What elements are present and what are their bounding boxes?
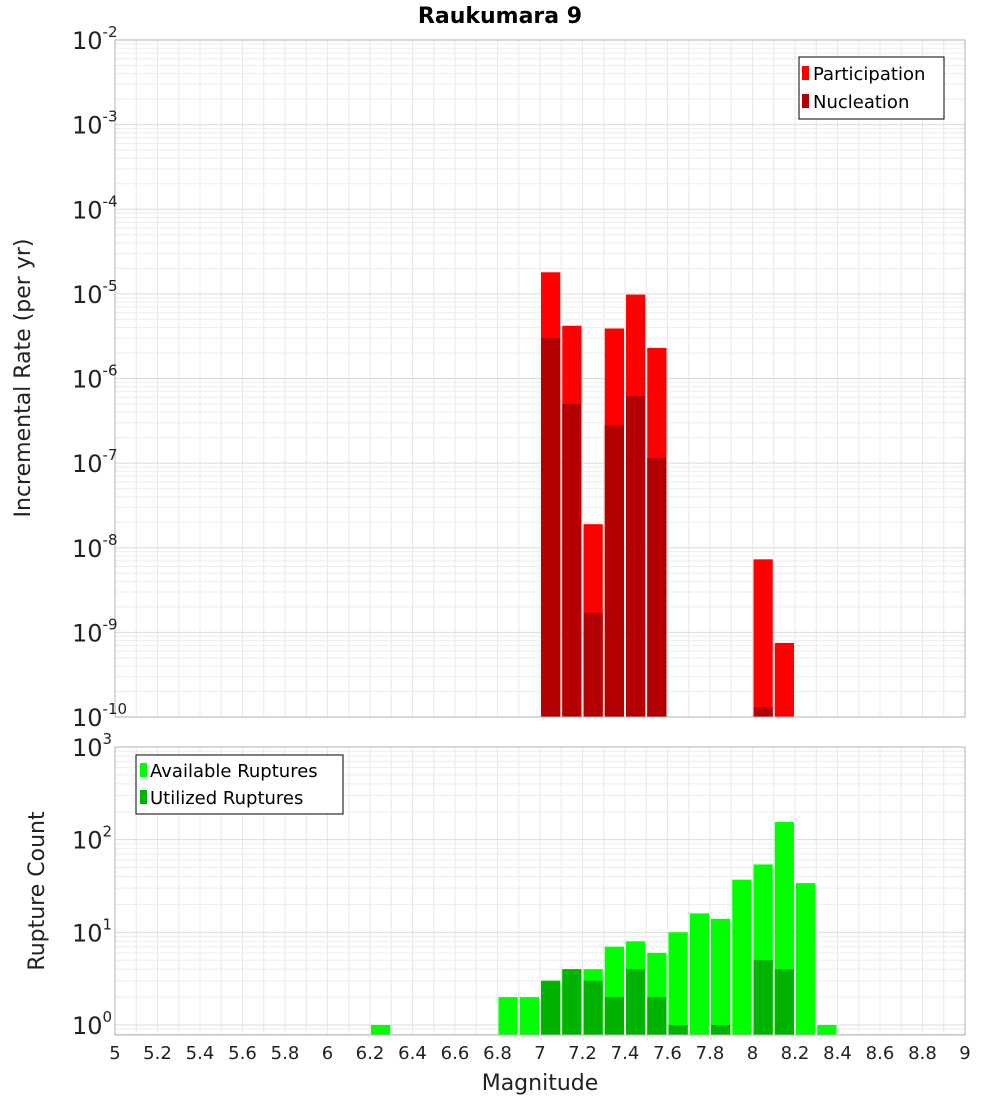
bar-utilized-ruptures xyxy=(668,1025,688,1035)
bar-available-ruptures xyxy=(711,918,731,1035)
rate-y-tick-label: 10-7 xyxy=(72,446,118,478)
count-y-axis-label: Rupture Count xyxy=(25,811,50,971)
count-bars xyxy=(371,822,837,1035)
bar-available-ruptures xyxy=(371,1025,391,1035)
x-tick-label: 7.8 xyxy=(696,1043,725,1064)
count-y-ticks: 103 102 101 100 xyxy=(72,730,112,1040)
bar-utilized-ruptures xyxy=(583,980,603,1035)
bar-available-ruptures xyxy=(817,1025,837,1035)
x-tick-label: 7 xyxy=(534,1043,545,1064)
bar-utilized-ruptures xyxy=(541,980,561,1035)
count-legend-box xyxy=(135,754,344,815)
rate-y-tick-label: 10-5 xyxy=(72,277,118,309)
rate-y-tick-label: 10-2 xyxy=(72,23,118,55)
x-tick-label: 8 xyxy=(747,1043,758,1064)
rate-y-tick-label: 10-8 xyxy=(72,531,118,563)
bar-utilized-ruptures xyxy=(711,1025,731,1035)
bar-nucleation xyxy=(604,425,624,717)
bar-utilized-ruptures xyxy=(626,969,646,1035)
rate-y-tick-label: 10-6 xyxy=(72,362,118,394)
count-legend: Available Ruptures Utilized Ruptures xyxy=(135,754,344,815)
x-tick-label: 5 xyxy=(109,1043,120,1064)
x-tick-label: 8.2 xyxy=(781,1043,810,1064)
rate-y-ticks: 10-2 10-3 10-4 10-5 10-6 10-7 10-8 10-9 10-10 xyxy=(72,23,127,732)
x-tick-label: 8.8 xyxy=(908,1043,937,1064)
count-y-tick-label: 100 xyxy=(72,1008,112,1040)
count-panel: 103 102 101 100 5 5.2 5.4 5.6 5.8 6 6.2 6.4 6.6 6.8 7… xyxy=(25,730,971,1096)
bar-utilized-ruptures xyxy=(753,960,773,1035)
legend-swatch-available-ruptures xyxy=(140,763,147,777)
count-y-tick-label: 102 xyxy=(72,823,112,855)
bar-nucleation xyxy=(626,396,646,717)
bar-participation xyxy=(774,642,794,717)
bar-nucleation xyxy=(562,403,582,717)
x-tick-label: 9 xyxy=(959,1043,970,1064)
magnitude-x-ticks: 5 5.2 5.4 5.6 5.8 6 6.2 6.4 6.6 6.8 7 7.2 7.4 7.6 7.8 8… xyxy=(109,1043,970,1064)
rate-plot-frame xyxy=(114,39,966,718)
rate-y-tick-label: 10-10 xyxy=(72,700,127,732)
legend-swatch-nucleation xyxy=(802,94,809,108)
x-tick-label: 5.6 xyxy=(228,1043,257,1064)
magnitude-x-axis-label: Magnitude xyxy=(482,1071,599,1096)
rate-legend: Participation Nucleation xyxy=(798,56,945,120)
rate-panel: 10-2 10-3 10-4 10-5 10-6 10-7 10-8 10-9 10-10 In… xyxy=(11,23,966,732)
legend-label-available-ruptures: Available Ruptures xyxy=(150,761,318,782)
bar-nucleation xyxy=(541,338,561,717)
x-tick-label: 7.2 xyxy=(568,1043,597,1064)
bar-available-ruptures xyxy=(796,883,816,1035)
x-tick-label: 6.2 xyxy=(356,1043,385,1064)
bar-participation xyxy=(753,559,773,717)
rate-y-tick-label: 10-3 xyxy=(72,108,118,140)
chart-title: Raukumara 9 xyxy=(418,4,582,29)
rate-y-axis-label: Incremental Rate (per yr) xyxy=(11,239,36,518)
legend-label-participation: Participation xyxy=(813,64,925,85)
bar-nucleation xyxy=(647,457,667,717)
bar-nucleation xyxy=(753,707,773,717)
rate-legend-box xyxy=(798,56,945,120)
x-tick-label: 6 xyxy=(322,1043,333,1064)
count-y-tick-label: 103 xyxy=(72,730,112,762)
x-tick-label: 5.8 xyxy=(271,1043,300,1064)
x-tick-label: 7.6 xyxy=(653,1043,682,1064)
bar-utilized-ruptures xyxy=(774,969,794,1035)
bar-available-ruptures xyxy=(519,997,539,1035)
rate-y-tick-label: 10-9 xyxy=(72,615,118,647)
legend-label-nucleation: Nucleation xyxy=(813,92,909,113)
rate-bars xyxy=(541,272,794,717)
rate-y-tick-label: 10-4 xyxy=(72,192,118,224)
count-y-tick-label: 101 xyxy=(72,915,112,947)
x-tick-label: 6.8 xyxy=(483,1043,512,1064)
x-tick-label: 5.2 xyxy=(143,1043,172,1064)
bar-available-ruptures xyxy=(668,932,688,1035)
x-tick-label: 5.4 xyxy=(186,1043,215,1064)
x-tick-label: 8.6 xyxy=(866,1043,895,1064)
bar-utilized-ruptures xyxy=(604,997,624,1035)
bar-nucleation xyxy=(583,612,603,717)
count-plot-frame xyxy=(114,746,966,1036)
legend-swatch-utilized-ruptures xyxy=(140,790,147,804)
x-tick-label: 8.4 xyxy=(823,1043,852,1064)
legend-label-utilized-ruptures: Utilized Ruptures xyxy=(150,788,303,809)
x-tick-label: 7.4 xyxy=(611,1043,640,1064)
bar-available-ruptures xyxy=(689,913,709,1035)
legend-swatch-participation xyxy=(802,66,809,80)
x-tick-label: 6.6 xyxy=(441,1043,470,1064)
bar-available-ruptures xyxy=(732,879,752,1035)
bar-utilized-ruptures xyxy=(647,997,667,1035)
rate-grid xyxy=(114,40,966,718)
bar-available-ruptures xyxy=(498,997,518,1035)
x-tick-label: 6.4 xyxy=(398,1043,427,1064)
bar-utilized-ruptures xyxy=(562,969,582,1035)
